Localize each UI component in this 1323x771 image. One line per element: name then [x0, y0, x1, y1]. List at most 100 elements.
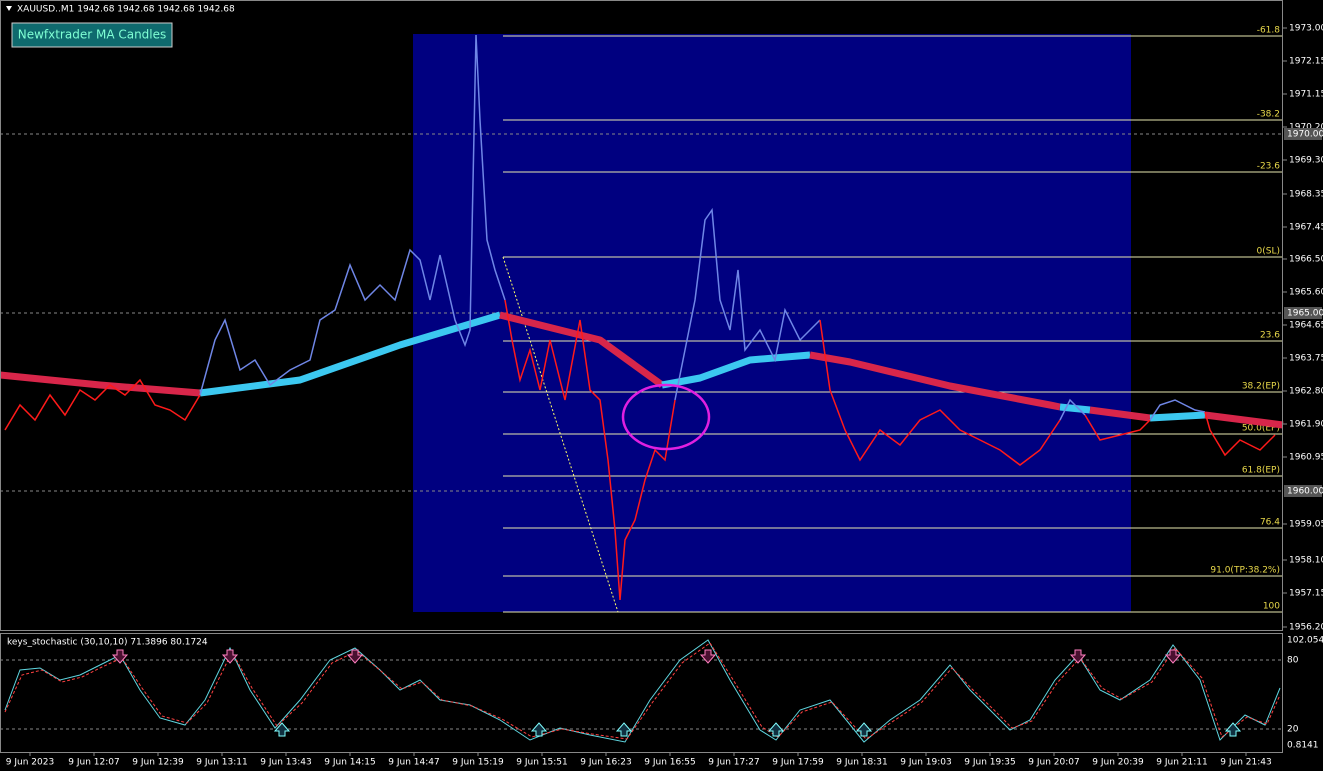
time-label: 9 Jun 19:35	[964, 758, 1015, 768]
time-label: 9 Jun 19:03	[900, 758, 951, 768]
ma-down	[499, 311, 665, 388]
time-label: 9 Jun 17:27	[708, 758, 759, 768]
time-label: 9 Jun 16:23	[580, 758, 631, 768]
annotation-ellipse	[621, 383, 711, 451]
price-label: 1963.75	[1289, 354, 1323, 364]
sell-arrow	[1069, 649, 1087, 664]
time-label: 9 Jun 2023	[6, 758, 54, 768]
fib-label: -61.8	[1257, 26, 1281, 36]
price-highlight-label: 1960.00	[1287, 487, 1323, 497]
fib-label: 38.2(EP)	[1242, 382, 1280, 392]
candles-up	[199, 34, 506, 396]
ma-down	[1204, 411, 1284, 429]
price-label: 1970.20	[1289, 123, 1323, 133]
price-label: 1966.50	[1289, 255, 1323, 265]
time-label: 9 Jun 16:55	[644, 758, 695, 768]
stochastic-signal	[4, 642, 1281, 740]
ma-up	[1149, 411, 1206, 422]
time-label: 9 Jun 20:07	[1028, 758, 1079, 768]
signal-arrows	[111, 649, 1242, 737]
price-label: 1969.30	[1289, 156, 1323, 166]
fib-label: 50.0(EP)	[1242, 424, 1280, 434]
price-label: 1967.45	[1289, 223, 1323, 233]
indicator-panel-border	[0, 633, 1283, 753]
time-label: 9 Jun 12:07	[68, 758, 119, 768]
price-label: 1957.15	[1289, 589, 1323, 599]
time-label: 9 Jun 14:15	[324, 758, 375, 768]
candles-down	[819, 319, 1061, 466]
price-candles	[4, 34, 1276, 601]
button-label[interactable]: Newfxtrader MA Candles	[18, 28, 167, 42]
time-label: 9 Jun 17:59	[772, 758, 824, 768]
price-axis: 1973.00 1972.15 1971.15 1970.20 1969.30 1968.…	[1283, 24, 1323, 633]
fib-label: 91.0(TP:38.2%)	[1210, 566, 1280, 576]
indicator-title: keys_stochastic (30,10,10) 71.3896 80.17…	[7, 638, 208, 648]
time-label: 9 Jun 21:11	[1156, 758, 1207, 768]
fib-label: 100	[1263, 602, 1280, 612]
time-label: 9 Jun 21:43	[1220, 758, 1271, 768]
indicator-axis: 102.0549 80 20 0.8141	[1287, 636, 1323, 751]
time-label: 9 Jun 13:43	[260, 758, 311, 768]
price-label: 1964.65	[1289, 321, 1323, 331]
ma-down	[1089, 406, 1151, 422]
indicator-axis-label: 80	[1287, 656, 1299, 666]
price-label: 1961.90	[1289, 420, 1323, 430]
ma-down	[0, 371, 201, 397]
dashed-levels	[0, 133, 1283, 492]
price-label: 1956.20	[1289, 623, 1323, 633]
moving-average-band	[0, 311, 1284, 429]
ma-up	[661, 351, 811, 389]
buy-arrow	[615, 722, 633, 737]
indicator-axis-label: 0.8141	[1287, 741, 1319, 751]
candles-down	[1204, 411, 1276, 457]
main-panel-border	[0, 0, 1283, 631]
time-label: 9 Jun 13:11	[196, 758, 247, 768]
fib-label: 61.8(EP)	[1242, 466, 1280, 476]
sell-arrow	[111, 649, 129, 664]
time-label: 9 Jun 15:19	[452, 758, 504, 768]
price-label: 1965.60	[1289, 288, 1323, 298]
time-label: 9 Jun 15:51	[516, 758, 567, 768]
indicator-axis-label: 20	[1287, 725, 1299, 735]
buy-arrow	[530, 722, 548, 737]
fib-label: -23.6	[1257, 162, 1281, 172]
price-highlight	[1284, 485, 1322, 497]
price-label: 1971.15	[1289, 90, 1323, 100]
symbol-info: XAUUSD..M1 1942.68 1942.68 1942.68 1942.…	[17, 5, 235, 15]
fib-label: -38.2	[1257, 110, 1280, 120]
candles-up	[1059, 398, 1086, 421]
ma-up	[199, 311, 502, 397]
fib-label: 0(SL)	[1257, 247, 1280, 257]
button-box[interactable]	[11, 22, 173, 48]
collapse-triangle	[6, 6, 12, 11]
fib-levels: -61.8 -38.2 -23.6 0(SL) 23.6 38.2(EP) 50.0(EP)…	[503, 26, 1283, 613]
ma-down	[809, 351, 1061, 411]
candles-up	[1149, 399, 1206, 421]
candles-down	[1084, 414, 1151, 441]
price-label: 1972.15	[1289, 57, 1323, 67]
price-label: 1968.35	[1289, 190, 1323, 200]
price-highlight	[1284, 128, 1322, 140]
sell-arrow	[221, 649, 239, 664]
sell-arrow	[699, 649, 717, 664]
price-highlight-label: 1970.00	[1287, 130, 1323, 140]
time-label: 9 Jun 14:47	[388, 758, 439, 768]
price-highlight	[1284, 307, 1322, 319]
buy-arrow	[273, 722, 291, 737]
fib-label: 76.4	[1260, 518, 1280, 528]
price-label: 1962.80	[1289, 387, 1323, 397]
price-highlight-label: 1965.00	[1287, 309, 1323, 319]
ma-up	[1059, 403, 1091, 414]
buy-arrow	[767, 722, 785, 737]
indicator-button[interactable]: Newfxtrader MA Candles	[11, 22, 173, 48]
fib-label: 23.6	[1260, 331, 1280, 341]
candles-down	[4, 378, 201, 431]
candles-down	[504, 299, 676, 601]
time-label: 9 Jun 12:39	[132, 758, 184, 768]
price-label: 1958.10	[1289, 556, 1323, 566]
buy-arrow	[1224, 722, 1242, 737]
indicator-axis-label: 102.0549	[1287, 636, 1323, 646]
time-label: 9 Jun 20:39	[1092, 758, 1144, 768]
price-label: 1960.95	[1289, 453, 1323, 463]
